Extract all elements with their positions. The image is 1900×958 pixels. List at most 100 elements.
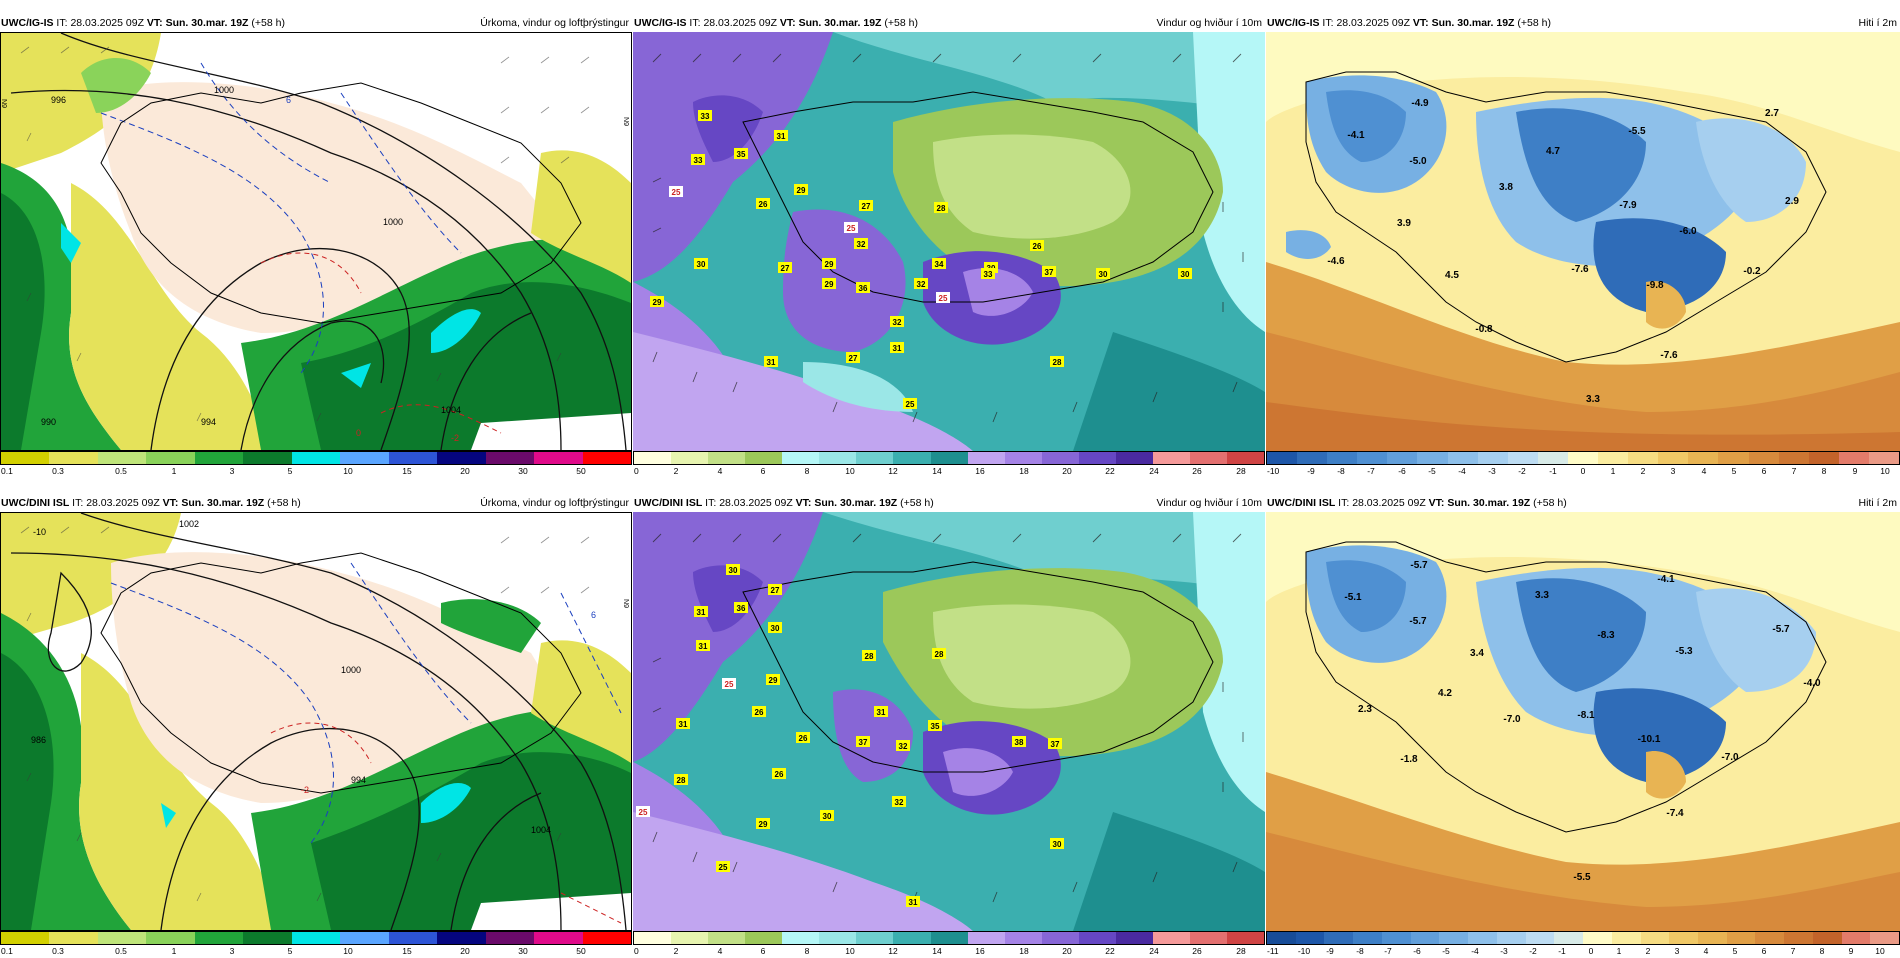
temperature-label: 4.7 (1546, 146, 1560, 157)
temperature-label: -8.3 (1597, 630, 1615, 641)
gust-label: 37 (1045, 268, 1054, 277)
pressure-label: -2 (451, 433, 459, 443)
gust-label: 32 (895, 798, 904, 807)
temperature-label: -7.0 (1721, 752, 1739, 763)
gust-label: 30 (1099, 270, 1108, 279)
gust-label: 25 (725, 680, 734, 689)
precip-colorbar-labels: 0.1 0.3 0.5 1 3 5 10 15 20 30 50 (1, 946, 586, 956)
gust-label: 26 (775, 770, 784, 779)
gust-label: 31 (909, 898, 918, 907)
gust-label: 25 (719, 863, 728, 872)
gust-label: 28 (865, 652, 874, 661)
model-name: UWC/DINI ISL (1, 497, 70, 509)
temperature-colorbar (1266, 451, 1900, 465)
temperature-label: -5.3 (1675, 646, 1693, 657)
panel-header: UWC/IG-IS IT: 28.03.2025 09Z VT: Sun. 30… (633, 14, 1265, 32)
gust-label: 29 (825, 280, 834, 289)
gust-label: 29 (825, 260, 834, 269)
gust-label: 25 (847, 224, 856, 233)
panel-header: UWC/IG-IS IT: 28.03.2025 09Z VT: Sun. 30… (1266, 14, 1900, 32)
gust-label: 31 (699, 642, 708, 651)
product-title: Vindur og hviður í 10m (1156, 497, 1262, 509)
gust-label: 26 (799, 734, 808, 743)
gust-label: 32 (899, 742, 908, 751)
panel-header: UWC/IG-IS IT: 28.03.2025 09Z VT: Sun. 30… (0, 14, 632, 32)
pressure-label: -2 (301, 785, 309, 795)
precip-map: -10 1002 1000 994 1004 986 -2 6 (0, 512, 632, 931)
temperature-label: -4.1 (1657, 574, 1675, 585)
pressure-label: 996 (51, 95, 66, 105)
gust-label: 27 (862, 202, 871, 211)
pressure-label: -10 (33, 527, 46, 537)
gust-label: 32 (857, 240, 866, 249)
temperature-label: -5.5 (1628, 126, 1646, 137)
temperature-label: -4.9 (1411, 98, 1429, 109)
gust-label: 29 (653, 298, 662, 307)
wind-colorbar-labels: 0 2 4 6 8 10 12 14 16 18 20 22 24 26 28 (634, 466, 1246, 476)
gust-label: 35 (737, 150, 746, 159)
panel-wind-bottom: UWC/DINI ISL IT: 28.03.2025 09Z VT: Sun.… (633, 494, 1265, 956)
temperature-label: -5.0 (1409, 156, 1427, 167)
wind-colorbar (633, 931, 1265, 945)
precip-colorbar-labels: 0.1 0.3 0.5 1 3 5 10 15 20 30 50 (1, 466, 586, 476)
pressure-label: 1004 (531, 825, 551, 835)
temperature-label: 3.8 (1499, 182, 1513, 193)
temperature-label: -9.8 (1646, 280, 1664, 291)
pressure-label: 6 (286, 95, 291, 105)
temperature-label: 3.4 (1470, 648, 1484, 659)
temperature-label: -0.8 (1475, 324, 1493, 335)
temperature-colorbar-labels: -11 -10 -9 -8 -7 -6 -5 -4 -3 -2 -1 0 1 2… (1267, 946, 1885, 956)
temperature-label: -6.0 (1679, 226, 1697, 237)
gust-label: 33 (694, 156, 703, 165)
panel-precip-bottom: UWC/DINI ISL IT: 28.03.2025 09Z VT: Sun.… (0, 494, 632, 956)
model-name: UWC/IG-IS (1267, 17, 1320, 29)
temperature-label: 3.9 (1397, 218, 1411, 229)
pressure-label: 990 (41, 417, 56, 427)
gust-label: 30 (729, 566, 738, 575)
gust-label: 28 (1053, 358, 1062, 367)
temperature-label: -5.7 (1409, 616, 1427, 627)
model-name: UWC/DINI ISL (1267, 497, 1336, 509)
lat-label: 6N (1, 99, 9, 108)
gust-label: 36 (859, 284, 868, 293)
product-title: Hiti í 2m (1858, 17, 1897, 29)
gust-label: 33 (701, 112, 710, 121)
pressure-label: 1002 (179, 519, 199, 529)
gust-label: 28 (935, 650, 944, 659)
panel-header: UWC/DINI ISL IT: 28.03.2025 09Z VT: Sun.… (633, 494, 1265, 512)
temperature-label: -5.7 (1410, 560, 1428, 571)
temperature-map: -4.9 -4.1 -5.0 3.8 4.7 -5.5 2.7 -7.9 2.9… (1266, 32, 1900, 451)
temperature-label: -7.6 (1660, 350, 1678, 361)
model-name: UWC/DINI ISL (634, 497, 703, 509)
gust-label: 28 (677, 776, 686, 785)
precip-map: 996 1000 1000 990 994 1004 0 -2 6 (0, 32, 632, 451)
gust-label: 36 (737, 604, 746, 613)
gust-label: 31 (777, 132, 786, 141)
temperature-label: -4.6 (1327, 256, 1345, 267)
gust-label: 38 (1015, 738, 1024, 747)
temperature-label: 2.7 (1765, 108, 1779, 119)
wind-map: 33 31 33 35 26 29 25 30 27 29 28 25 27 3… (633, 32, 1265, 451)
panel-header: UWC/DINI ISL IT: 28.03.2025 09Z VT: Sun.… (0, 494, 632, 512)
gust-label: 37 (1051, 740, 1060, 749)
gust-label: 25 (639, 808, 648, 817)
pressure-label: 1000 (214, 85, 234, 95)
gust-label: 26 (1033, 242, 1042, 251)
model-name: UWC/IG-IS (634, 17, 687, 29)
pressure-label: 1004 (441, 405, 461, 415)
gust-label: 26 (755, 708, 764, 717)
temperature-label: -7.0 (1503, 714, 1521, 725)
gust-label: 35 (931, 722, 940, 731)
temperature-label: -4.1 (1347, 130, 1365, 141)
gust-label: 28 (937, 204, 946, 213)
gust-label: 34 (935, 260, 944, 269)
gust-label: 30 (1181, 270, 1190, 279)
gust-label: 31 (877, 708, 886, 717)
pressure-label: 986 (31, 735, 46, 745)
temperature-label: -8.1 (1577, 710, 1595, 721)
temperature-label: -7.9 (1619, 200, 1637, 211)
gust-label: 30 (697, 260, 706, 269)
lat-label: 6N (623, 117, 631, 126)
gust-label: 31 (697, 608, 706, 617)
temperature-colorbar (1266, 931, 1900, 945)
